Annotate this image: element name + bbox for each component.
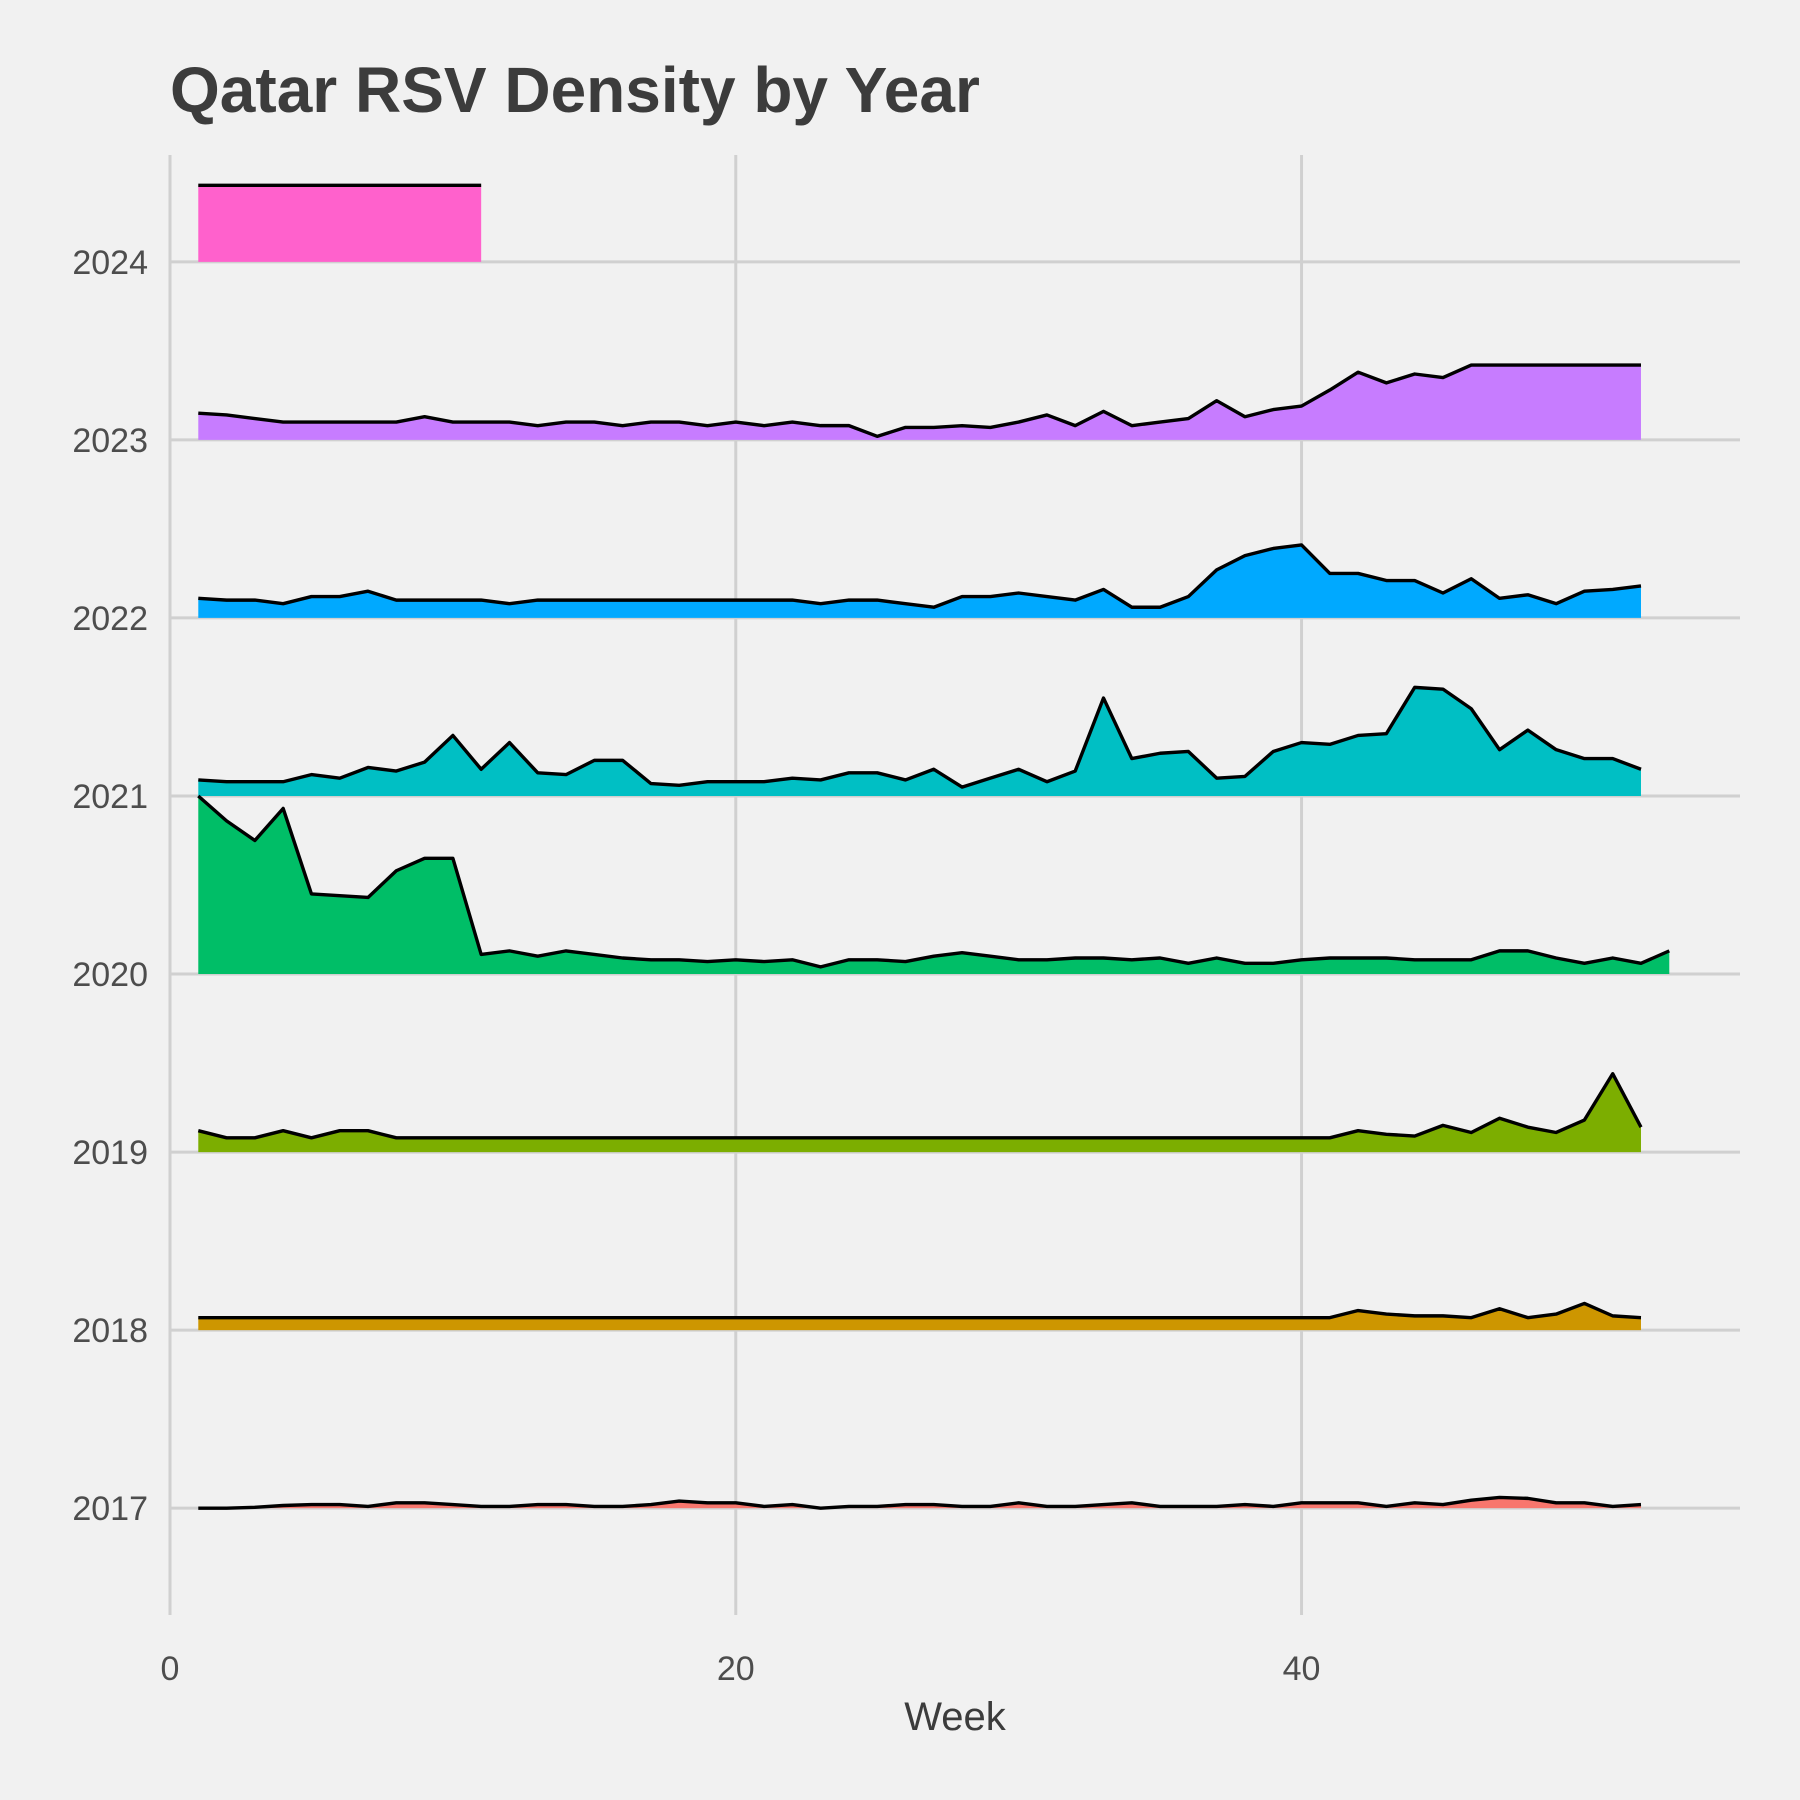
ridge-2024: [198, 183, 482, 262]
ridge-line-2022: [198, 543, 1642, 609]
ridge-2017: [198, 1495, 1642, 1510]
ridge-2023: [198, 363, 1641, 440]
tick-labels: 0 20 40 2017 2018 2019 2020 2021 2022 2023 2024: [72, 244, 1320, 1688]
ridge-2020: [197, 794, 1670, 975]
ridge-line-2021: [198, 685, 1642, 789]
chart-title: Qatar RSV Density by Year: [170, 54, 980, 126]
y-tick-label: 2024: [72, 244, 148, 282]
ridge-line-2020: [197, 794, 1670, 969]
ridge-2022: [198, 543, 1642, 618]
ridge-area-2020: [198, 795, 1670, 975]
ridge-area-2024: [198, 185, 482, 262]
x-tick-label: 40: [1283, 1650, 1321, 1688]
y-tick-label: 2020: [72, 956, 148, 994]
ridge-area-2022: [198, 544, 1641, 618]
ridge-line-2017: [198, 1495, 1642, 1510]
ridge-2021: [198, 685, 1642, 796]
y-tick-label: 2018: [72, 1312, 148, 1350]
y-tick-label: 2019: [72, 1134, 148, 1172]
ridge-area-2021: [198, 687, 1641, 796]
x-axis-label: Week: [904, 1695, 1007, 1739]
ridge-line-2018: [198, 1301, 1642, 1320]
x-tick-label: 0: [161, 1650, 180, 1688]
x-tick-label: 20: [717, 1650, 755, 1688]
ridges: [197, 183, 1670, 1510]
ridge-2018: [198, 1301, 1642, 1331]
ridge-line-2019: [197, 1072, 1643, 1140]
y-tick-label: 2017: [72, 1490, 148, 1528]
ridge-area-2018: [198, 1303, 1641, 1331]
ridge-line-2023: [198, 363, 1641, 439]
y-tick-label: 2023: [72, 422, 148, 460]
y-tick-label: 2022: [72, 600, 148, 638]
ridge-area-2023: [198, 365, 1641, 440]
ridge-area-2019: [198, 1073, 1641, 1153]
y-tick-label: 2021: [72, 778, 148, 816]
ridge-2019: [197, 1072, 1643, 1153]
